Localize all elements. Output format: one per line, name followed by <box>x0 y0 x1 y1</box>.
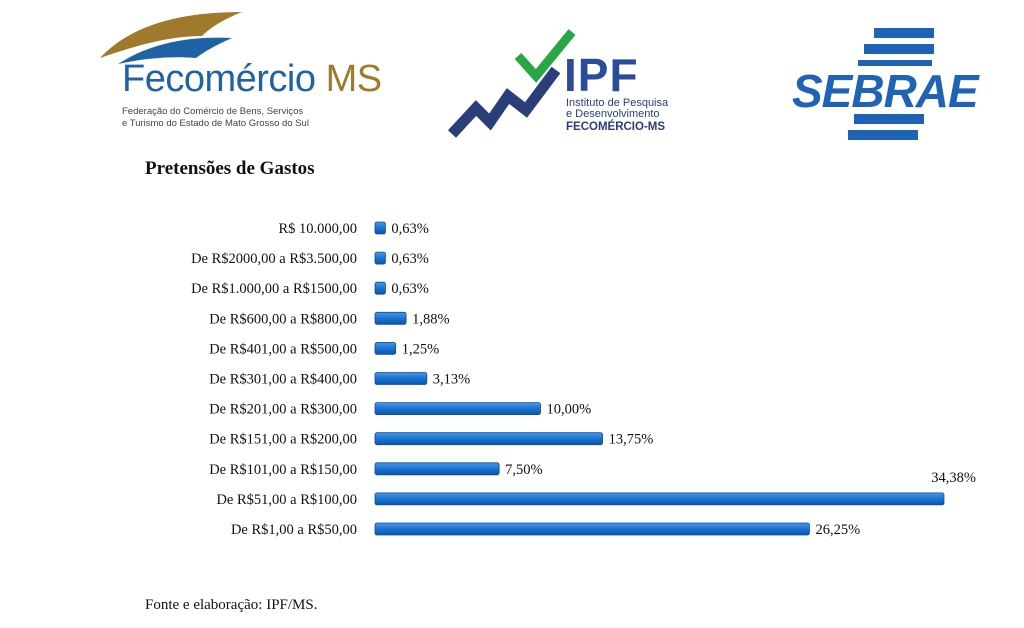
category-label: De R$51,00 a R$100,00 <box>216 492 357 508</box>
bar <box>374 221 386 235</box>
value-label: 10,00% <box>547 402 592 418</box>
value-label: 13,75% <box>609 432 654 448</box>
category-label: De R$600,00 a R$800,00 <box>209 311 357 327</box>
bar <box>374 522 810 536</box>
chart-title: Pretensões de Gastos <box>145 158 315 179</box>
value-label: 1,88% <box>412 311 449 327</box>
sebrae-logo: SEBRAE <box>790 28 1015 148</box>
category-label: De R$201,00 a R$300,00 <box>209 402 357 418</box>
sebrae-name: SEBRAE <box>792 65 979 117</box>
ipf-trend-icon <box>447 29 576 138</box>
bar <box>374 311 407 325</box>
ipf-subtitle: Instituto de Pesquisa e Desenvolvimento <box>566 97 669 120</box>
value-label: 0,63% <box>391 281 428 297</box>
category-label: De R$301,00 a R$400,00 <box>209 372 357 388</box>
value-label: 0,63% <box>391 251 428 267</box>
bar <box>374 341 397 355</box>
bar <box>374 492 945 506</box>
bar <box>374 432 603 446</box>
ipf-name: IPF <box>564 49 639 101</box>
fecomercio-subtitle: Federação do Comércio de Bens, Serviços … <box>122 106 309 129</box>
fecomercio-wing-icon <box>100 12 242 64</box>
value-label: 0,63% <box>391 221 428 237</box>
sebrae-stripes-icon <box>848 28 934 140</box>
category-label: De R$1,00 a R$50,00 <box>231 522 357 538</box>
ipf-logo: IPF Instituto de Pesquisa e Desenvolvime… <box>446 26 696 146</box>
value-label: 7,50% <box>505 462 542 478</box>
bar <box>374 251 386 265</box>
category-label: De R$1.000,00 a R$1500,00 <box>191 281 357 297</box>
value-label: 1,25% <box>402 341 439 357</box>
source-note: Fonte e elaboração: IPF/MS. <box>145 597 318 613</box>
category-label: De R$2000,00 a R$3.500,00 <box>191 251 357 267</box>
bar-chart: R$ 10.000,00 0,63% De R$2000,00 a R$3.500,… <box>191 221 976 538</box>
bar <box>374 281 386 295</box>
ipf-org: FECOMÉRCIO-MS <box>566 121 666 133</box>
fecomercio-logo: Fecomércio MS Federação do Comércio de B… <box>92 6 412 146</box>
category-label: De R$101,00 a R$150,00 <box>209 462 357 478</box>
value-label: 3,13% <box>433 372 470 388</box>
bar <box>374 402 541 416</box>
category-label: R$ 10.000,00 <box>278 221 357 237</box>
value-label: 34,38% <box>931 470 976 486</box>
bar <box>374 372 428 385</box>
bar <box>374 462 500 476</box>
value-label: 26,25% <box>815 522 860 538</box>
fecomercio-name: Fecomércio MS <box>122 58 382 100</box>
category-label: De R$401,00 a R$500,00 <box>209 341 357 357</box>
category-label: De R$151,00 a R$200,00 <box>209 432 357 448</box>
